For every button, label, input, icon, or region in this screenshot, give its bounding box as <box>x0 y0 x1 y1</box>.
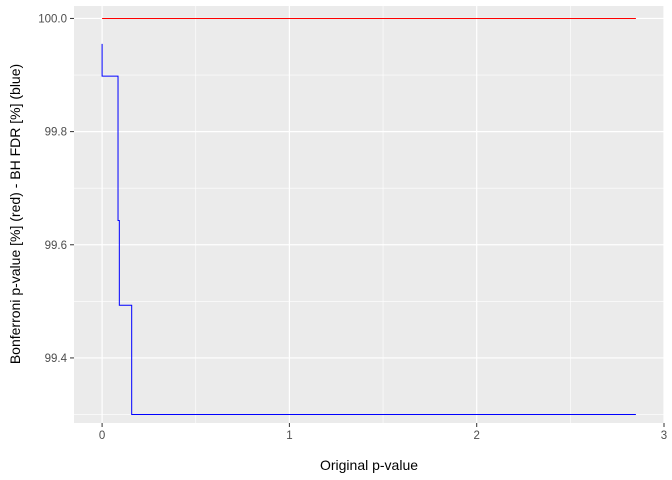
series-layer <box>101 17 636 416</box>
x-tick-label: 2 <box>473 430 479 442</box>
plot-panel <box>74 6 664 423</box>
y-tick-label: 99.8 <box>45 127 67 139</box>
y-axis-title: Bonferroni p-value [%] (red) - BH FDR [%… <box>7 64 23 364</box>
y-tick-label: 100.0 <box>38 13 67 25</box>
x-tick-label: 1 <box>286 430 292 442</box>
y-tick-label: 99.4 <box>45 353 68 365</box>
x-axis: 0 1 2 3 <box>99 423 667 442</box>
x-tick-label: 0 <box>99 430 105 442</box>
series-line-blue <box>101 43 636 416</box>
x-tick-label: 3 <box>661 430 667 442</box>
y-tick-label: 99.6 <box>45 240 67 252</box>
x-axis-title: Original p-value <box>320 457 418 473</box>
y-axis: 99.4 99.6 99.8 100.0 <box>38 13 74 365</box>
